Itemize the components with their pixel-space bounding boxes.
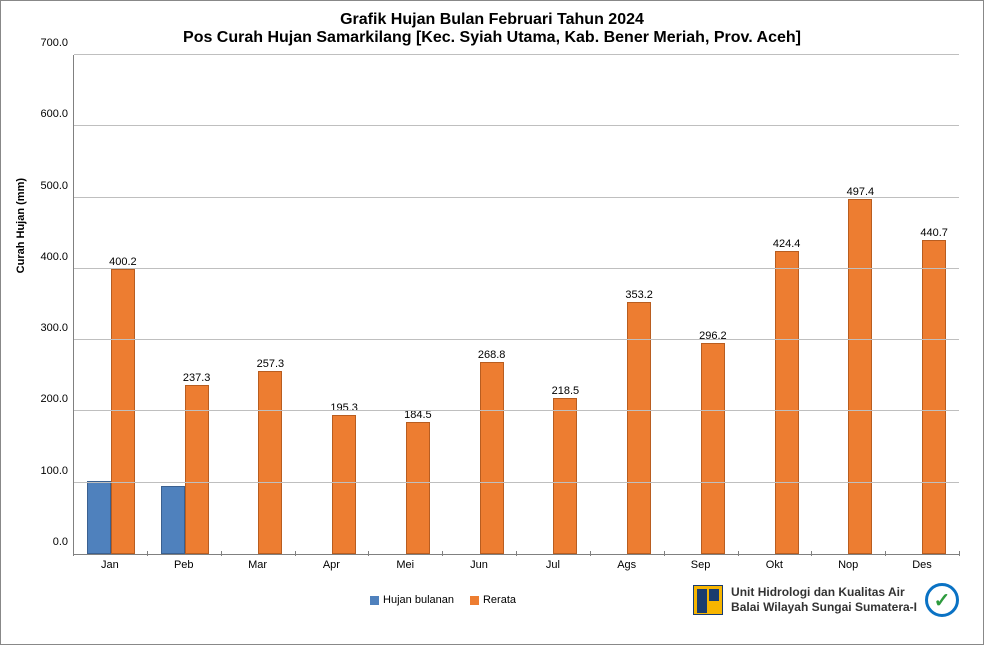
gridline [74,54,959,55]
pu-logo-icon [693,585,723,615]
gridline [74,339,959,340]
bar-value-label: 257.3 [257,358,285,370]
y-tick-label: 300.0 [40,322,74,334]
y-tick-label: 200.0 [40,393,74,405]
x-tick [368,551,369,556]
month-group: 237.3 [148,55,222,554]
y-axis-label: Curah Hujan (mm) [15,178,27,273]
month-group: 268.8 [443,55,517,554]
bar-value-label: 424.4 [773,238,801,250]
chart-area: Curah Hujan (mm) 400.2237.3257.3195.3184… [73,55,959,575]
y-tick-label: 400.0 [40,251,74,263]
bar-value-label: 268.8 [478,349,506,361]
x-tick [295,551,296,556]
org-line-1: Unit Hidrologi dan Kualitas Air [731,585,917,600]
bar-rerata: 218.5 [553,398,577,554]
x-tick [885,551,886,556]
bar-rerata: 195.3 [332,415,356,554]
org-line-2: Balai Wilayah Sungai Sumatera-I [731,600,917,615]
x-axis-label: Ags [590,555,664,575]
month-group: 440.7 [885,55,959,554]
bar-rerata: 268.8 [480,362,504,554]
x-tick [664,551,665,556]
legend-item-rerata: Rerata [470,594,516,606]
y-tick-label: 600.0 [40,108,74,120]
legend-label: Hujan bulanan [383,594,454,606]
x-tick [442,551,443,556]
bar-rerata: 424.4 [775,251,799,554]
x-axis-label: Apr [294,555,368,575]
x-tick [811,551,812,556]
bars-row: 400.2 237.3 257.3 195.3 184.5 268.8 218.5 353.2… [74,55,959,554]
legend-label: Rerata [483,594,516,606]
title-line-2: Pos Curah Hujan Samarkilang [Kec. Syiah … [15,29,969,47]
bar-value-label: 195.3 [330,402,358,414]
x-axis-label: Jun [442,555,516,575]
org-block: Unit Hidrologi dan Kualitas Air Balai Wi… [693,583,959,617]
month-group: 400.2 [74,55,148,554]
x-axis-label: Jan [73,555,147,575]
month-group: 497.4 [812,55,886,554]
legend-swatch-blue [370,596,379,605]
month-group: 184.5 [369,55,443,554]
x-axis-label: Sep [664,555,738,575]
legend: Hujan bulanan Rerata [370,594,516,606]
bar-rerata: 440.7 [922,240,946,554]
bar-value-label: 353.2 [625,289,653,301]
x-tick [147,551,148,556]
bar-value-label: 400.2 [109,256,137,268]
month-group: 257.3 [222,55,296,554]
y-tick-label: 100.0 [40,465,74,477]
bar-hujan-bulanan [161,486,185,554]
x-axis-label: Okt [737,555,811,575]
x-tick [221,551,222,556]
title-line-1: Grafik Hujan Bulan Februari Tahun 2024 [15,11,969,29]
bar-value-label: 218.5 [552,385,580,397]
footer-row: Hujan bulanan Rerata Unit Hidrologi dan … [15,583,969,617]
y-tick-label: 700.0 [40,37,74,49]
month-group: 195.3 [295,55,369,554]
legend-item-hujan-bulanan: Hujan bulanan [370,594,454,606]
gridline [74,482,959,483]
gridline [74,197,959,198]
month-group: 296.2 [664,55,738,554]
x-axis-label: Mar [221,555,295,575]
x-axis-label: Mei [368,555,442,575]
x-tick [738,551,739,556]
legend-swatch-orange [470,596,479,605]
bar-rerata: 497.4 [848,199,872,554]
month-group: 218.5 [517,55,591,554]
chart-container: Grafik Hujan Bulan Februari Tahun 2024 P… [0,0,984,645]
bar-value-label: 440.7 [920,227,948,239]
x-tick [590,551,591,556]
bar-rerata: 296.2 [701,343,725,554]
gridline [74,268,959,269]
x-tick [516,551,517,556]
gridline [74,125,959,126]
gridline [74,410,959,411]
x-axis-labels: JanPebMarAprMeiJunJulAgsSepOktNopDes [73,555,959,575]
month-group: 353.2 [590,55,664,554]
y-tick-label: 0.0 [53,536,74,548]
plot-area: 400.2 237.3 257.3 195.3 184.5 268.8 218.5 353.2… [73,55,959,555]
x-tick [959,551,960,556]
bar-rerata: 257.3 [258,371,282,554]
x-axis-label: Jul [516,555,590,575]
x-axis-label: Des [885,555,959,575]
y-tick-label: 500.0 [40,180,74,192]
x-tick [73,551,74,556]
x-axis-label: Nop [811,555,885,575]
bar-value-label: 237.3 [183,372,211,384]
cert-badge-icon [925,583,959,617]
bar-hujan-bulanan [87,481,111,554]
x-axis-label: Peb [147,555,221,575]
bar-rerata: 184.5 [406,422,430,554]
month-group: 424.4 [738,55,812,554]
org-text: Unit Hidrologi dan Kualitas Air Balai Wi… [731,585,917,615]
chart-title: Grafik Hujan Bulan Februari Tahun 2024 P… [15,11,969,47]
